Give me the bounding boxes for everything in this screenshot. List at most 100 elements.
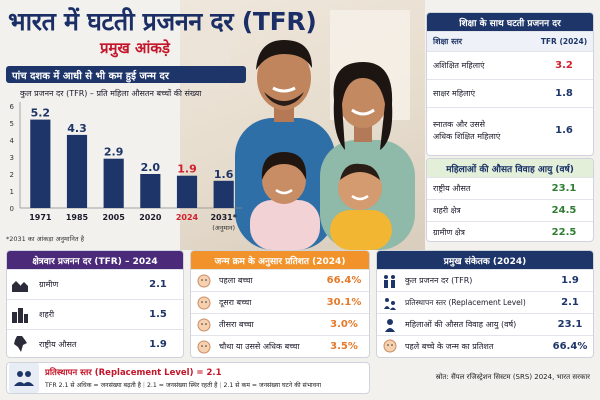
region-row-label: शहरी (39, 310, 55, 319)
replacement-item: TFR 2.1 से अधिक = जनसंख्या बढ़ती है (45, 382, 141, 389)
education-row: साक्षर महिलाएं 1.8 (427, 79, 593, 107)
marriage-age-card: महिलाओं की औसत विवाह आयु (वर्ष) राष्ट्री… (426, 158, 594, 242)
region-card-title: क्षेत्रवार प्रजनन दर (TFR) – 2024 (7, 251, 183, 269)
y-tick-label: 5 (10, 120, 14, 128)
replacement-item: 2.1 से कम = जनसंख्या घटने की संभावना (223, 382, 322, 389)
indicator-row-label: पहले बच्चे के जन्म का प्रतिशत (405, 341, 494, 351)
y-tick-label: 2 (10, 171, 14, 179)
trend-banner: पांच दशक में आधी से भी कम हुई जन्म दर (6, 66, 246, 83)
birth-order-row-label: तीसरा बच्चा (219, 320, 254, 329)
baby-icon (191, 274, 217, 288)
chart-subtitle: कुल प्रजनन दर (TFR) – प्रति महिला औसतन ब… (20, 89, 202, 98)
birth-order-row-label: पहला बच्चा (219, 276, 253, 285)
region-row: शहरी 1.5 (7, 299, 183, 329)
replacement-item: 2.1 = जनसंख्या स्थिर रहती है (146, 382, 218, 389)
city-icon (7, 307, 33, 323)
bar (66, 134, 88, 208)
education-row: अशिक्षित महिलाएं 3.2 (427, 51, 593, 79)
education-row-label: अशिक्षित महिलाएं (433, 61, 485, 70)
region-row: राष्ट्रीय औसत 1.9 (7, 329, 183, 357)
education-row-label: स्नातक और उससे अधिक शिक्षित महिलाएं (427, 119, 535, 143)
x-tick-label: 1985 (66, 213, 89, 222)
indicator-row: कुल प्रजनन दर (TFR) 1.9 (377, 269, 593, 291)
y-tick-label: 0 (10, 205, 14, 213)
indicator-row-label: प्रतिस्थापन स्तर (Replacement Level) (405, 297, 526, 307)
region-row-label: ग्रामीण (39, 280, 59, 289)
marriage-row-label: शहरी क्षेत्र (433, 206, 461, 215)
region-row-value: 1.9 (149, 338, 167, 350)
indicator-row-label: कुल प्रजनन दर (TFR) (405, 276, 473, 285)
india-map-icon (7, 335, 33, 353)
source-note: स्रोत: सैंपल रजिस्ट्रेशन सिस्टम (SRS) 20… (435, 373, 590, 381)
education-row-label-line: अधिक शिक्षित महिलाएं (433, 131, 501, 141)
x-tick-label: 2024 (176, 213, 199, 222)
education-col-label: शिक्षा स्तर (433, 37, 463, 46)
bar-value-label: 1.9 (177, 163, 197, 176)
birth-order-row-label: चौथा या उससे अधिक बच्चा (219, 342, 300, 351)
x-tick-label: 2031* (210, 213, 237, 222)
baby-icon (191, 318, 217, 332)
projection-footnote: *2031 का आंकड़ा अनुमानित है (6, 235, 85, 243)
marriage-row: ग्रामीण क्षेत्र 22.5 (427, 221, 593, 241)
bar (140, 174, 161, 208)
indicator-row-label: महिलाओं की औसत विवाह आयु (वर्ष) (405, 320, 517, 329)
replacement-level-title: प्रतिस्थापन स्तर (Replacement Level) = 2… (45, 368, 222, 378)
indicator-row: पहले बच्चे के जन्म का प्रतिशत 66.4% (377, 335, 593, 356)
education-row: स्नातक और उससे अधिक शिक्षित महिलाएं 1.6 (427, 107, 593, 153)
birth-order-row-label: दूसरा बच्चा (219, 298, 252, 307)
birth-order-row-value: 3.0% (330, 319, 358, 330)
x-tick-label: 2005 (103, 213, 126, 222)
replacement-icon (377, 296, 403, 310)
education-col-value: TFR (2024) (540, 37, 588, 46)
indicator-row: महिलाओं की औसत विवाह आयु (वर्ष) 23.1 (377, 313, 593, 335)
family-icon (377, 274, 403, 288)
bar-value-label: 4.3 (67, 122, 87, 135)
village-icon (7, 277, 33, 293)
marriage-row-value: 23.1 (551, 183, 577, 194)
birth-order-row: तीसरा बच्चा 3.0% (191, 313, 369, 335)
replacement-level-text: प्रतिस्थापन स्तर (Replacement Level) = 2… (45, 367, 321, 389)
marriage-row-label: ग्रामीण क्षेत्र (433, 227, 465, 237)
x-tick-label: 1971 (29, 213, 52, 222)
education-card: शिक्षा के साथ घटती प्रजनन दर शिक्षा स्तर… (426, 12, 594, 156)
birth-order-row: दूसरा बच्चा 30.1% (191, 291, 369, 313)
indicator-row-value: 2.1 (561, 297, 579, 308)
education-card-title: शिक्षा के साथ घटती प्रजनन दर (427, 13, 593, 31)
birth-order-row-value: 3.5% (330, 341, 358, 352)
birth-order-row: पहला बच्चा 66.4% (191, 269, 369, 291)
region-row-value: 1.5 (149, 309, 167, 320)
education-row-label: साक्षर महिलाएं (433, 89, 476, 98)
indicator-row-value: 23.1 (557, 319, 583, 330)
bar (103, 158, 124, 208)
region-row-label: राष्ट्रीय औसत (39, 339, 77, 349)
bar-value-label: 2.0 (141, 161, 161, 174)
education-row-value: 1.6 (555, 125, 573, 136)
education-row-label-line: स्नातक और उससे (433, 119, 486, 129)
people-icon (9, 363, 39, 393)
baby-icon (191, 296, 217, 310)
birth-order-card: जन्म क्रम के अनुसार प्रतिशत (2024) पहला … (190, 250, 370, 358)
bar (176, 175, 198, 208)
page-subtitle: प्रमुख आंकड़े (100, 39, 170, 57)
birth-order-row: चौथा या उससे अधिक बच्चा 3.5% (191, 335, 369, 357)
birth-order-row-value: 66.4% (326, 275, 362, 286)
indicator-row: प्रतिस्थापन स्तर (Replacement Level) 2.1 (377, 291, 593, 313)
education-row-value: 3.2 (555, 60, 573, 71)
marriage-row-value: 22.5 (551, 226, 577, 238)
indicators-card: प्रमुख संकेतक (2024) कुल प्रजनन दर (TFR)… (376, 250, 594, 358)
baby-icon (191, 340, 217, 354)
indicator-row-value: 1.9 (561, 275, 579, 286)
education-table-header: शिक्षा स्तर TFR (2024) (427, 31, 593, 51)
region-row-value: 2.1 (149, 279, 167, 290)
tfr-trend-chart: 0 1 2 3 4 5 6 5.2 1971 4.3 1985 2.9 2005 2.0 2020 1.9 20… (10, 102, 242, 232)
projection-label: (अनुमान) (212, 224, 235, 232)
replacement-level-items: TFR 2.1 से अधिक = जनसंख्या बढ़ती है | 2.… (45, 382, 322, 389)
indicator-row-value: 66.4% (552, 340, 588, 352)
x-tick-label: 2020 (139, 213, 162, 222)
marriage-row: शहरी क्षेत्र 24.5 (427, 199, 593, 221)
marriage-row-label: राष्ट्रीय औसत (433, 184, 471, 193)
region-row: ग्रामीण 2.1 (7, 269, 183, 299)
region-card: क्षेत्रवार प्रजनन दर (TFR) – 2024 ग्रामी… (6, 250, 184, 358)
marriage-card-title: महिलाओं की औसत विवाह आयु (वर्ष) (427, 159, 593, 177)
marriage-row: राष्ट्रीय औसत 23.1 (427, 177, 593, 199)
